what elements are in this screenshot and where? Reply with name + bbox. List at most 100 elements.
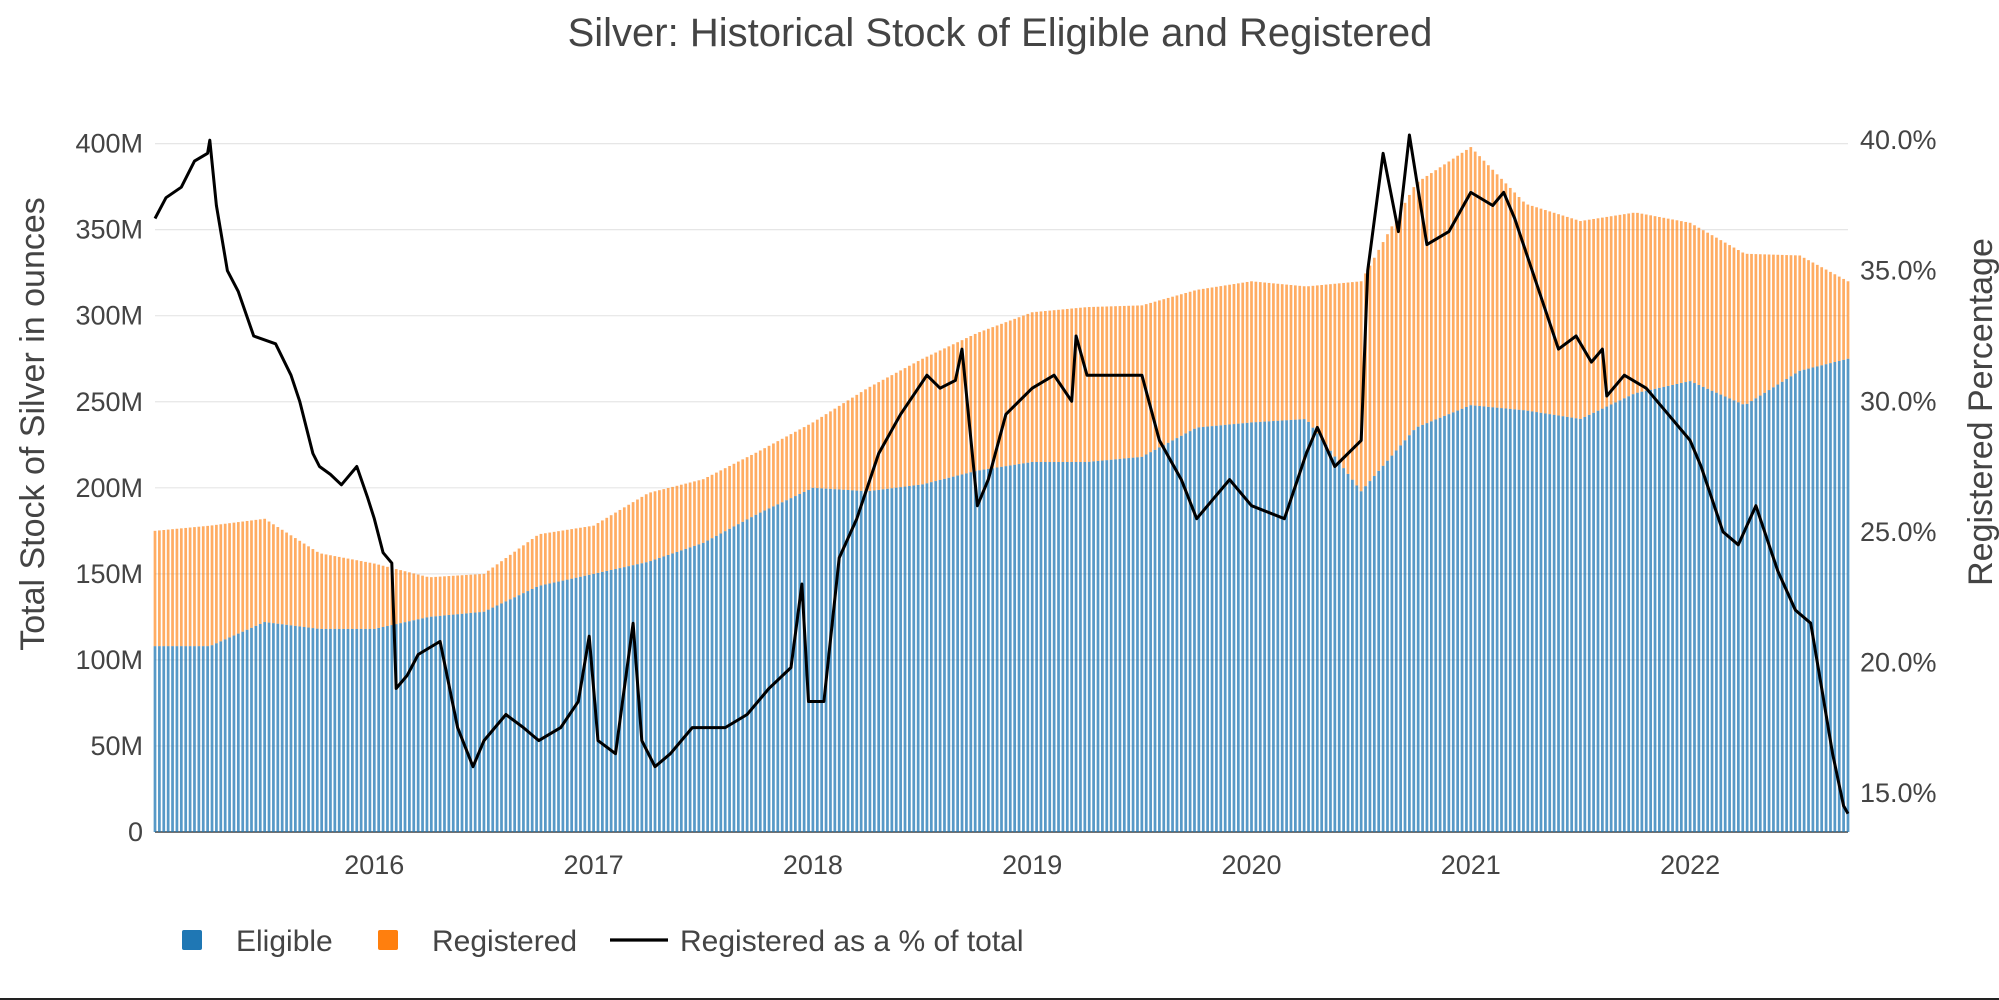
bar-eligible-207[interactable] <box>1061 461 1065 832</box>
bar-registered-348[interactable] <box>1679 221 1683 384</box>
bar-eligible-3[interactable] <box>166 646 170 832</box>
bar-eligible-43[interactable] <box>342 628 345 832</box>
bar-registered-229[interactable] <box>1158 300 1161 448</box>
bar-eligible-34[interactable] <box>302 627 306 832</box>
bar-eligible-164[interactable] <box>872 490 876 832</box>
bar-eligible-163[interactable] <box>868 490 872 832</box>
bar-eligible-280[interactable] <box>1381 465 1385 832</box>
bar-registered-58[interactable] <box>408 572 411 622</box>
bar-registered-46[interactable] <box>355 560 359 629</box>
bar-eligible-115[interactable] <box>658 558 661 832</box>
bar-eligible-297[interactable] <box>1456 410 1460 832</box>
bar-registered-150[interactable] <box>811 422 815 488</box>
bar-eligible-323[interactable] <box>1570 417 1574 832</box>
bar-registered-80[interactable] <box>504 558 508 602</box>
bar-eligible-189[interactable] <box>982 469 986 832</box>
bar-registered-224[interactable] <box>1136 305 1139 458</box>
bar-registered-27[interactable] <box>272 524 275 624</box>
bar-eligible-36[interactable] <box>311 628 315 832</box>
bar-registered-321[interactable] <box>1561 215 1565 417</box>
bar-eligible-242[interactable] <box>1215 425 1218 832</box>
bar-registered-227[interactable] <box>1149 302 1152 453</box>
bar-eligible-37[interactable] <box>315 628 319 832</box>
bar-registered-167[interactable] <box>886 377 889 489</box>
bar-eligible-281[interactable] <box>1386 460 1389 832</box>
bar-eligible-127[interactable] <box>710 538 714 832</box>
bar-registered-242[interactable] <box>1215 286 1218 426</box>
bar-eligible-363[interactable] <box>1745 403 1749 832</box>
bar-registered-10[interactable] <box>197 526 201 647</box>
bar-eligible-6[interactable] <box>179 646 183 832</box>
bar-eligible-112[interactable] <box>644 562 648 832</box>
bar-eligible-239[interactable] <box>1201 426 1205 832</box>
bar-registered-28[interactable] <box>276 527 280 624</box>
bar-registered-120[interactable] <box>679 484 683 551</box>
bar-eligible-298[interactable] <box>1460 408 1464 832</box>
bar-registered-135[interactable] <box>745 457 749 520</box>
bar-eligible-342[interactable] <box>1653 388 1657 832</box>
bar-registered-291[interactable] <box>1429 173 1433 422</box>
bar-eligible-197[interactable] <box>1017 464 1021 832</box>
bar-eligible-205[interactable] <box>1052 461 1056 832</box>
bar-eligible-28[interactable] <box>276 623 280 832</box>
bar-eligible-168[interactable] <box>890 488 894 832</box>
bar-eligible-55[interactable] <box>394 624 398 832</box>
bar-registered-153[interactable] <box>824 414 828 489</box>
bar-registered-343[interactable] <box>1658 216 1661 388</box>
bar-eligible-236[interactable] <box>1188 431 1192 832</box>
bar-registered-8[interactable] <box>188 527 192 647</box>
bar-registered-377[interactable] <box>1807 260 1810 369</box>
bar-eligible-275[interactable] <box>1359 491 1363 832</box>
bar-eligible-86[interactable] <box>530 589 534 832</box>
bar-registered-43[interactable] <box>342 557 345 629</box>
bar-eligible-88[interactable] <box>539 585 543 832</box>
bar-eligible-203[interactable] <box>1044 461 1047 832</box>
bar-registered-7[interactable] <box>184 527 188 647</box>
bar-registered-103[interactable] <box>605 517 609 571</box>
bar-registered-87[interactable] <box>535 535 538 587</box>
bar-registered-281[interactable] <box>1386 234 1389 461</box>
bar-eligible-318[interactable] <box>1548 414 1552 832</box>
bar-eligible-302[interactable] <box>1478 406 1481 832</box>
bar-registered-163[interactable] <box>868 386 872 491</box>
bar-registered-257[interactable] <box>1280 284 1284 421</box>
bar-registered-132[interactable] <box>732 463 736 527</box>
bar-eligible-248[interactable] <box>1241 423 1245 832</box>
bar-eligible-4[interactable] <box>171 646 174 832</box>
bar-eligible-179[interactable] <box>938 479 942 832</box>
bar-eligible-20[interactable] <box>241 631 245 832</box>
bar-registered-323[interactable] <box>1570 218 1574 418</box>
bar-eligible-151[interactable] <box>815 488 819 832</box>
bar-registered-305[interactable] <box>1491 169 1495 408</box>
bar-eligible-349[interactable] <box>1684 382 1688 832</box>
bar-registered-189[interactable] <box>982 330 986 470</box>
bar-eligible-246[interactable] <box>1232 424 1236 832</box>
bar-registered-107[interactable] <box>622 507 626 568</box>
bar-eligible-53[interactable] <box>386 626 389 832</box>
bar-eligible-81[interactable] <box>508 599 512 832</box>
bar-eligible-206[interactable] <box>1057 461 1060 832</box>
bar-eligible-74[interactable] <box>478 612 481 832</box>
bar-registered-184[interactable] <box>960 340 964 475</box>
bar-registered-263[interactable] <box>1307 286 1310 422</box>
bar-eligible-361[interactable] <box>1736 402 1740 832</box>
bar-registered-176[interactable] <box>925 356 929 484</box>
bar-eligible-63[interactable] <box>429 616 433 832</box>
bar-eligible-136[interactable] <box>750 517 753 832</box>
bar-eligible-60[interactable] <box>416 619 420 832</box>
bar-registered-334[interactable] <box>1618 214 1622 401</box>
bar-eligible-15[interactable] <box>219 641 223 832</box>
bar-eligible-265[interactable] <box>1315 433 1319 832</box>
bar-eligible-261[interactable] <box>1298 419 1302 832</box>
bar-eligible-218[interactable] <box>1109 459 1113 832</box>
bar-registered-128[interactable] <box>715 472 718 536</box>
bar-registered-138[interactable] <box>758 450 762 513</box>
bar-registered-19[interactable] <box>236 522 240 634</box>
bar-eligible-282[interactable] <box>1390 455 1394 832</box>
bar-registered-171[interactable] <box>903 368 907 487</box>
bar-eligible-118[interactable] <box>671 553 674 832</box>
bar-eligible-284[interactable] <box>1399 445 1402 832</box>
bar-registered-22[interactable] <box>250 520 253 628</box>
bar-eligible-339[interactable] <box>1640 391 1644 832</box>
bar-eligible-322[interactable] <box>1565 416 1569 832</box>
